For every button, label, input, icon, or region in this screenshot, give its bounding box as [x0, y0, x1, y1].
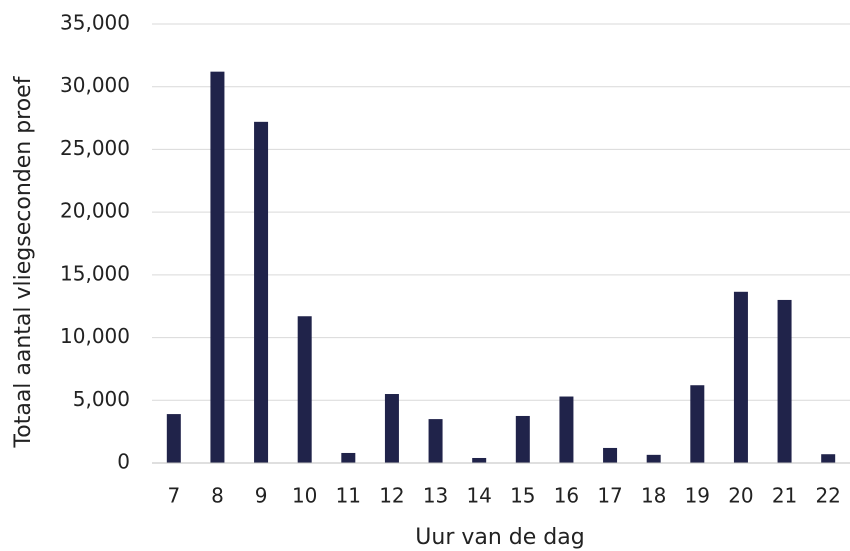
- x-tick-label: 22: [815, 484, 840, 508]
- x-tick-label: 8: [211, 484, 224, 508]
- x-tick-label: 12: [379, 484, 404, 508]
- bar: [166, 414, 181, 463]
- y-tick-label: 5,000: [73, 387, 130, 411]
- x-axis-title: Uur van de dag: [415, 525, 584, 550]
- x-tick-label: 7: [167, 484, 180, 508]
- x-tick-label: 11: [336, 484, 361, 508]
- x-tick-label: 13: [423, 484, 448, 508]
- bar: [603, 447, 618, 463]
- x-tick-label: 17: [597, 484, 622, 508]
- y-tick-label: 15,000: [60, 261, 130, 285]
- y-tick-label: 35,000: [60, 11, 130, 35]
- y-tick-label: 25,000: [60, 136, 130, 160]
- bar: [384, 394, 399, 463]
- x-tick-label: 19: [685, 484, 710, 508]
- bar: [690, 385, 705, 463]
- x-tick-label: 14: [466, 484, 491, 508]
- y-tick-label: 20,000: [60, 199, 130, 223]
- bar: [821, 454, 836, 463]
- bar: [254, 121, 269, 463]
- bar: [472, 457, 487, 463]
- y-tick-label: 30,000: [60, 73, 130, 97]
- x-tick-label: 21: [772, 484, 797, 508]
- bar: [559, 396, 574, 463]
- x-tick-label: 20: [728, 484, 753, 508]
- bar: [777, 299, 792, 463]
- y-axis-title: Totaal aantal vliegseconden proef: [11, 75, 36, 448]
- bar: [733, 291, 748, 463]
- bar: [515, 415, 530, 463]
- x-tick-label: 15: [510, 484, 535, 508]
- bar: [646, 454, 661, 463]
- x-tick-label: 10: [292, 484, 317, 508]
- x-tick-label: 18: [641, 484, 666, 508]
- bar: [210, 71, 225, 464]
- bar: [428, 419, 443, 463]
- y-tick-label: 10,000: [60, 324, 130, 348]
- bar: [297, 316, 312, 463]
- bar: [341, 452, 356, 463]
- x-tick-label: 16: [554, 484, 579, 508]
- y-tick-label: 0: [117, 450, 130, 474]
- x-tick-label: 9: [255, 484, 268, 508]
